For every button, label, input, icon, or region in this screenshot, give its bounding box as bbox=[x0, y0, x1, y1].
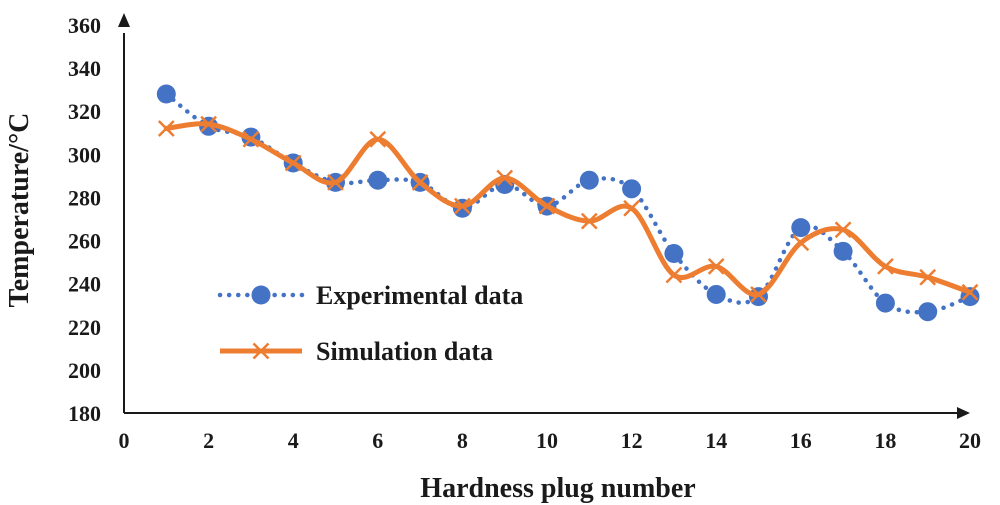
x-tick-label: 2 bbox=[203, 428, 214, 453]
y-tick-label: 320 bbox=[68, 99, 101, 124]
experimental-point bbox=[664, 243, 684, 263]
simulation-point bbox=[580, 212, 598, 230]
simulation-point bbox=[496, 169, 514, 187]
legend: Experimental data Simulation data bbox=[217, 281, 523, 366]
simulation-point bbox=[919, 268, 937, 286]
simulation-point bbox=[877, 258, 894, 275]
simulation-point bbox=[792, 234, 810, 252]
y-tick-label: 220 bbox=[68, 315, 101, 340]
x-tick-label: 0 bbox=[119, 428, 130, 453]
x-tick-label: 14 bbox=[705, 428, 727, 453]
x-tick-label: 4 bbox=[288, 428, 299, 453]
experimental-point bbox=[579, 170, 599, 190]
simulation-point bbox=[834, 221, 852, 239]
simulation-point bbox=[157, 120, 175, 137]
x-tick-label: 10 bbox=[536, 428, 558, 453]
x-axis-title: Hardness plug number bbox=[420, 473, 695, 504]
simulation-point bbox=[750, 286, 767, 303]
experimental-point bbox=[622, 179, 642, 199]
y-tick-label: 200 bbox=[68, 358, 101, 383]
simulation-point bbox=[961, 283, 979, 301]
x-tick-label: 20 bbox=[959, 428, 981, 453]
simulation-point bbox=[665, 266, 683, 284]
experimental-point bbox=[368, 170, 388, 190]
y-axis-title: Temperature/°C bbox=[4, 113, 35, 308]
simulation-point bbox=[707, 258, 725, 275]
x-tick-label: 8 bbox=[457, 428, 468, 453]
y-tick-label: 280 bbox=[68, 185, 101, 210]
y-tick-label: 240 bbox=[68, 272, 101, 297]
simulation-point bbox=[200, 115, 217, 133]
legend-experimental-label: Experimental data bbox=[316, 281, 523, 310]
x-tick-label: 18 bbox=[874, 428, 896, 453]
experimental-point bbox=[706, 284, 726, 304]
legend-simulation-label: Simulation data bbox=[316, 337, 493, 366]
simulation-point bbox=[327, 173, 344, 191]
simulation-point bbox=[369, 130, 387, 148]
experimental-point bbox=[156, 84, 176, 104]
axes: 0 2 4 6 8 10 12 14 16 18 20 180 200 220 240 260 280 300 32… bbox=[68, 13, 981, 453]
legend-simulation-marker bbox=[252, 342, 270, 360]
experimental-line bbox=[164, 91, 973, 315]
simulation-line bbox=[163, 121, 973, 298]
y-tick-label: 300 bbox=[68, 142, 101, 167]
experimental-point bbox=[833, 241, 853, 261]
legend-experimental-marker bbox=[251, 285, 271, 305]
y-tick-label: 180 bbox=[68, 401, 101, 426]
x-tick-label: 12 bbox=[621, 428, 643, 453]
simulation-point bbox=[284, 154, 302, 172]
simulation-point bbox=[411, 173, 429, 191]
simulation-point bbox=[242, 130, 260, 148]
simulation-point bbox=[538, 197, 556, 215]
y-axis-arrow bbox=[118, 13, 130, 27]
x-tick-label: 6 bbox=[372, 428, 383, 453]
experimental-point bbox=[791, 218, 811, 238]
experimental-point bbox=[875, 293, 895, 313]
y-tick-label: 260 bbox=[68, 229, 101, 254]
simulation-point bbox=[623, 199, 640, 217]
y-tick-label: 360 bbox=[68, 13, 101, 38]
experimental-point bbox=[918, 302, 938, 322]
y-tick-label: 340 bbox=[68, 56, 101, 81]
x-axis-arrow bbox=[957, 407, 970, 419]
simulation-point bbox=[454, 197, 471, 215]
x-tick-label: 16 bbox=[790, 428, 812, 453]
series-layer bbox=[156, 84, 980, 322]
